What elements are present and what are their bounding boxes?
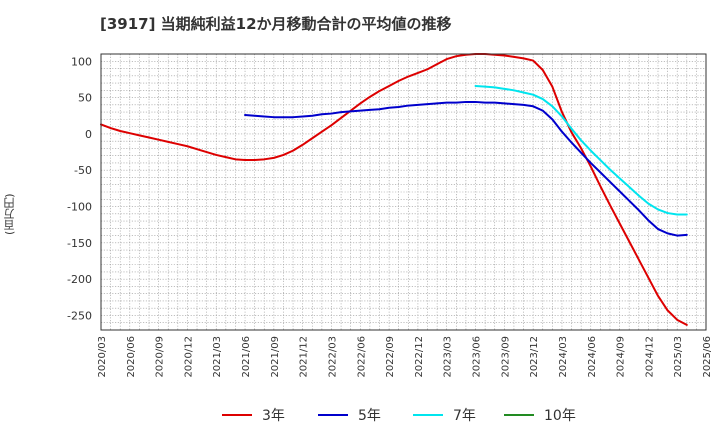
y-tick-label: 100 — [71, 55, 92, 68]
legend-swatch — [413, 414, 443, 416]
y-tick-label: 50 — [78, 92, 92, 105]
x-tick-label: 2023/12 — [529, 336, 540, 378]
legend-swatch — [222, 414, 252, 416]
x-tick-label: 2023/09 — [500, 336, 511, 378]
x-tick-label: 2020/12 — [183, 336, 194, 378]
x-tick-label: 2022/03 — [327, 336, 338, 378]
x-tick-label: 2023/03 — [443, 336, 454, 378]
series-line-1 — [244, 100, 688, 237]
grid — [100, 53, 707, 331]
x-tick-label: 2024/03 — [558, 336, 569, 378]
x-tick-label: 2021/06 — [241, 336, 252, 378]
x-tick-label: 2025/03 — [673, 336, 684, 378]
legend-label: 7年 — [453, 408, 476, 424]
legend-label: 10年 — [544, 408, 576, 424]
legend-swatch — [504, 414, 534, 416]
y-tick-labels: 100 50 0 -50 -100 -150 -200 -250 — [67, 55, 92, 322]
y-tick-label: -200 — [67, 273, 92, 286]
series-lines — [100, 53, 688, 326]
x-tick-label: 2024/06 — [587, 336, 598, 378]
legend: 3年 5年 7年 10年 — [0, 405, 720, 427]
chart-title: [3917] 当期純利益12か月移動合計の平均値の推移 — [100, 15, 452, 33]
y-tick-label: -150 — [67, 237, 92, 250]
x-tick-label: 2021/03 — [212, 336, 223, 378]
x-tick-label: 2022/09 — [385, 336, 396, 378]
y-tick-label: -50 — [74, 164, 92, 177]
x-tick-label: 2025/06 — [702, 336, 713, 378]
y-tick-label: 0 — [85, 128, 92, 141]
x-tick-label: 2022/12 — [414, 336, 425, 378]
legend-swatch — [318, 414, 348, 416]
x-tick-label: 2024/09 — [616, 336, 627, 378]
legend-label: 5年 — [358, 408, 381, 424]
x-tick-label: 2023/06 — [472, 336, 483, 378]
x-tick-labels: 2020/03 2020/06 2020/09 2020/12 2021/03 2021/… — [97, 336, 713, 378]
x-tick-label: 2022/06 — [356, 336, 367, 378]
x-tick-label: 2020/06 — [126, 336, 137, 378]
series-line-0 — [100, 53, 688, 326]
plot-frame — [100, 53, 707, 331]
y-tick-label: -250 — [67, 309, 92, 322]
x-tick-label: 2024/12 — [644, 336, 655, 378]
series-line-2 — [474, 84, 688, 216]
x-tick-label: 2021/09 — [270, 336, 281, 378]
y-tick-label: -100 — [67, 201, 92, 214]
x-tick-label: 2020/09 — [155, 336, 166, 378]
x-tick-label: 2021/12 — [299, 336, 310, 378]
x-tick-label: 2020/03 — [97, 336, 108, 378]
legend-label: 3年 — [262, 408, 285, 424]
